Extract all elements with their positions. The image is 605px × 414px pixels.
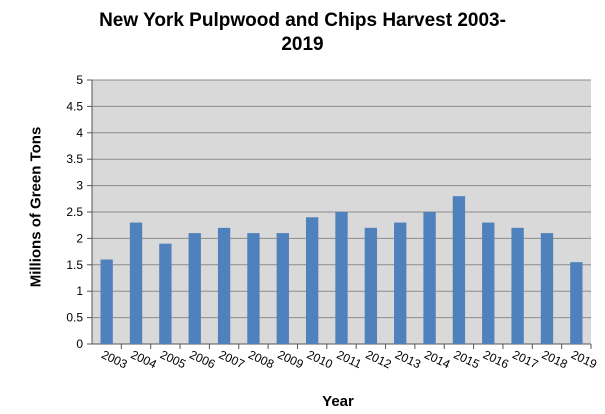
- x-tick-label: 2017: [510, 347, 540, 371]
- y-tick-label: 3.5: [66, 152, 83, 166]
- y-tick-label: 0.5: [66, 311, 83, 325]
- bar: [570, 262, 583, 344]
- y-tick-label: 2.5: [66, 205, 83, 219]
- bar: [159, 243, 172, 344]
- bar: [247, 233, 260, 344]
- x-tick-label: 2019: [569, 347, 599, 371]
- y-tick-label: 1: [76, 284, 83, 298]
- y-tick-label: 1.5: [66, 258, 83, 272]
- bar: [305, 217, 319, 344]
- x-tick-label: 2016: [481, 347, 511, 371]
- x-tick-label: 2012: [363, 347, 393, 371]
- x-tick-label: 2015: [452, 347, 482, 371]
- bar: [100, 259, 113, 344]
- x-tick-label: 2005: [158, 347, 188, 371]
- bar: [129, 222, 143, 344]
- x-tick-label: 2014: [422, 347, 452, 371]
- x-axis-label: Year: [322, 393, 354, 410]
- x-tick-label: 2013: [393, 347, 423, 371]
- bar: [540, 233, 554, 344]
- y-tick-label: 5: [76, 73, 83, 87]
- y-tick-label: 4.5: [66, 99, 83, 113]
- y-tick-label: 0: [76, 337, 83, 351]
- x-tick-label: 2009: [275, 347, 305, 371]
- bar: [423, 212, 436, 344]
- chart-title-line-1: New York Pulpwood and Chips Harvest 2003…: [99, 10, 506, 31]
- x-tick-label: 2018: [540, 347, 570, 371]
- bar: [276, 233, 289, 344]
- x-tick-label: 2003: [99, 347, 129, 371]
- chart-title-line-2: 2019: [281, 34, 324, 55]
- y-tick-label: 4: [76, 126, 83, 140]
- x-tick-label: 2010: [305, 347, 335, 371]
- x-tick-label: 2004: [129, 347, 159, 371]
- bar: [511, 227, 524, 344]
- y-tick-label: 2: [76, 231, 83, 245]
- bar: [394, 222, 407, 344]
- x-tick-label: 2006: [187, 347, 217, 371]
- bar: [188, 233, 201, 344]
- x-tick-label: 2008: [246, 347, 276, 371]
- bar: [335, 212, 348, 344]
- x-tick-label: 2011: [335, 348, 365, 372]
- bar: [452, 196, 466, 344]
- bar: [482, 222, 495, 344]
- x-tick-label: 2007: [217, 347, 247, 371]
- bar: [217, 227, 231, 344]
- y-tick-label: 3: [76, 179, 83, 193]
- bar: [364, 227, 378, 344]
